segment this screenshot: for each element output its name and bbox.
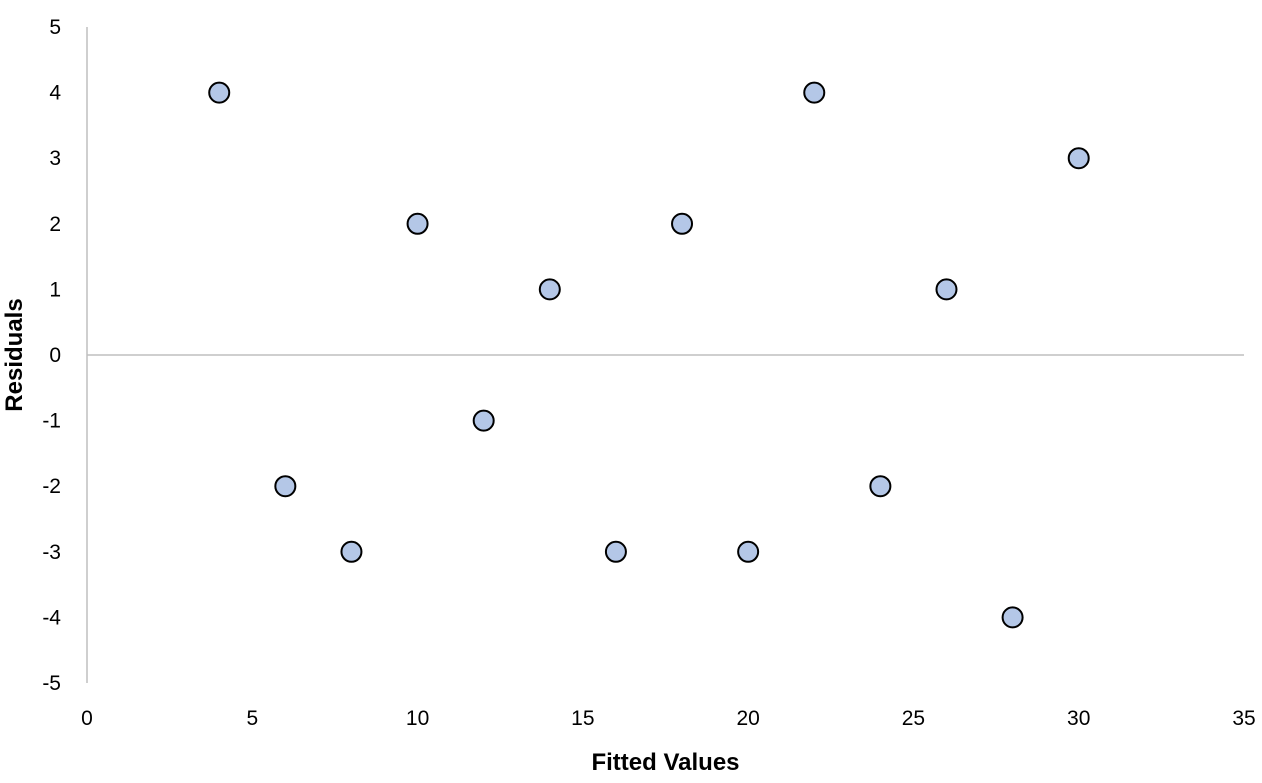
axes <box>86 27 1244 683</box>
x-axis-title: Fitted Values <box>591 749 739 776</box>
data-point <box>208 81 231 104</box>
data-point <box>671 212 694 235</box>
data-point <box>869 475 892 498</box>
y-tick-labels: 5 4 3 2 1 0 -1 -2 -3 -4 -5 <box>42 16 61 695</box>
y-tick-label: -2 <box>42 475 61 498</box>
data-point <box>737 540 760 563</box>
data-point <box>1067 147 1090 170</box>
data-point <box>472 409 495 432</box>
y-axis-title: Residuals <box>1 298 28 411</box>
data-point <box>340 540 363 563</box>
data-points <box>208 81 1090 629</box>
y-tick-label: -5 <box>42 672 61 695</box>
y-tick-label: 2 <box>49 213 61 236</box>
data-point <box>274 475 297 498</box>
x-tick-label: 0 <box>81 707 93 730</box>
x-tick-label: 15 <box>571 707 594 730</box>
x-tick-label: 30 <box>1067 707 1090 730</box>
x-tick-label: 35 <box>1232 707 1255 730</box>
y-tick-label: 4 <box>49 82 61 105</box>
y-tick-label: 5 <box>49 16 61 39</box>
y-tick-label: -4 <box>42 606 61 629</box>
data-point <box>935 278 958 301</box>
data-point <box>1001 606 1024 629</box>
x-tick-labels: 0 5 10 15 20 25 30 35 <box>81 707 1256 730</box>
y-tick-label: 3 <box>49 147 61 170</box>
y-tick-label: -1 <box>42 410 61 433</box>
x-tick-label: 20 <box>736 707 759 730</box>
x-tick-label: 25 <box>902 707 925 730</box>
data-point <box>406 212 429 235</box>
x-tick-label: 10 <box>406 707 429 730</box>
data-point <box>604 540 627 563</box>
y-tick-label: -3 <box>42 541 61 564</box>
data-point <box>803 81 826 104</box>
y-tick-label: 0 <box>49 344 61 367</box>
y-tick-label: 1 <box>49 278 61 301</box>
x-tick-label: 5 <box>246 707 258 730</box>
data-point <box>538 278 561 301</box>
